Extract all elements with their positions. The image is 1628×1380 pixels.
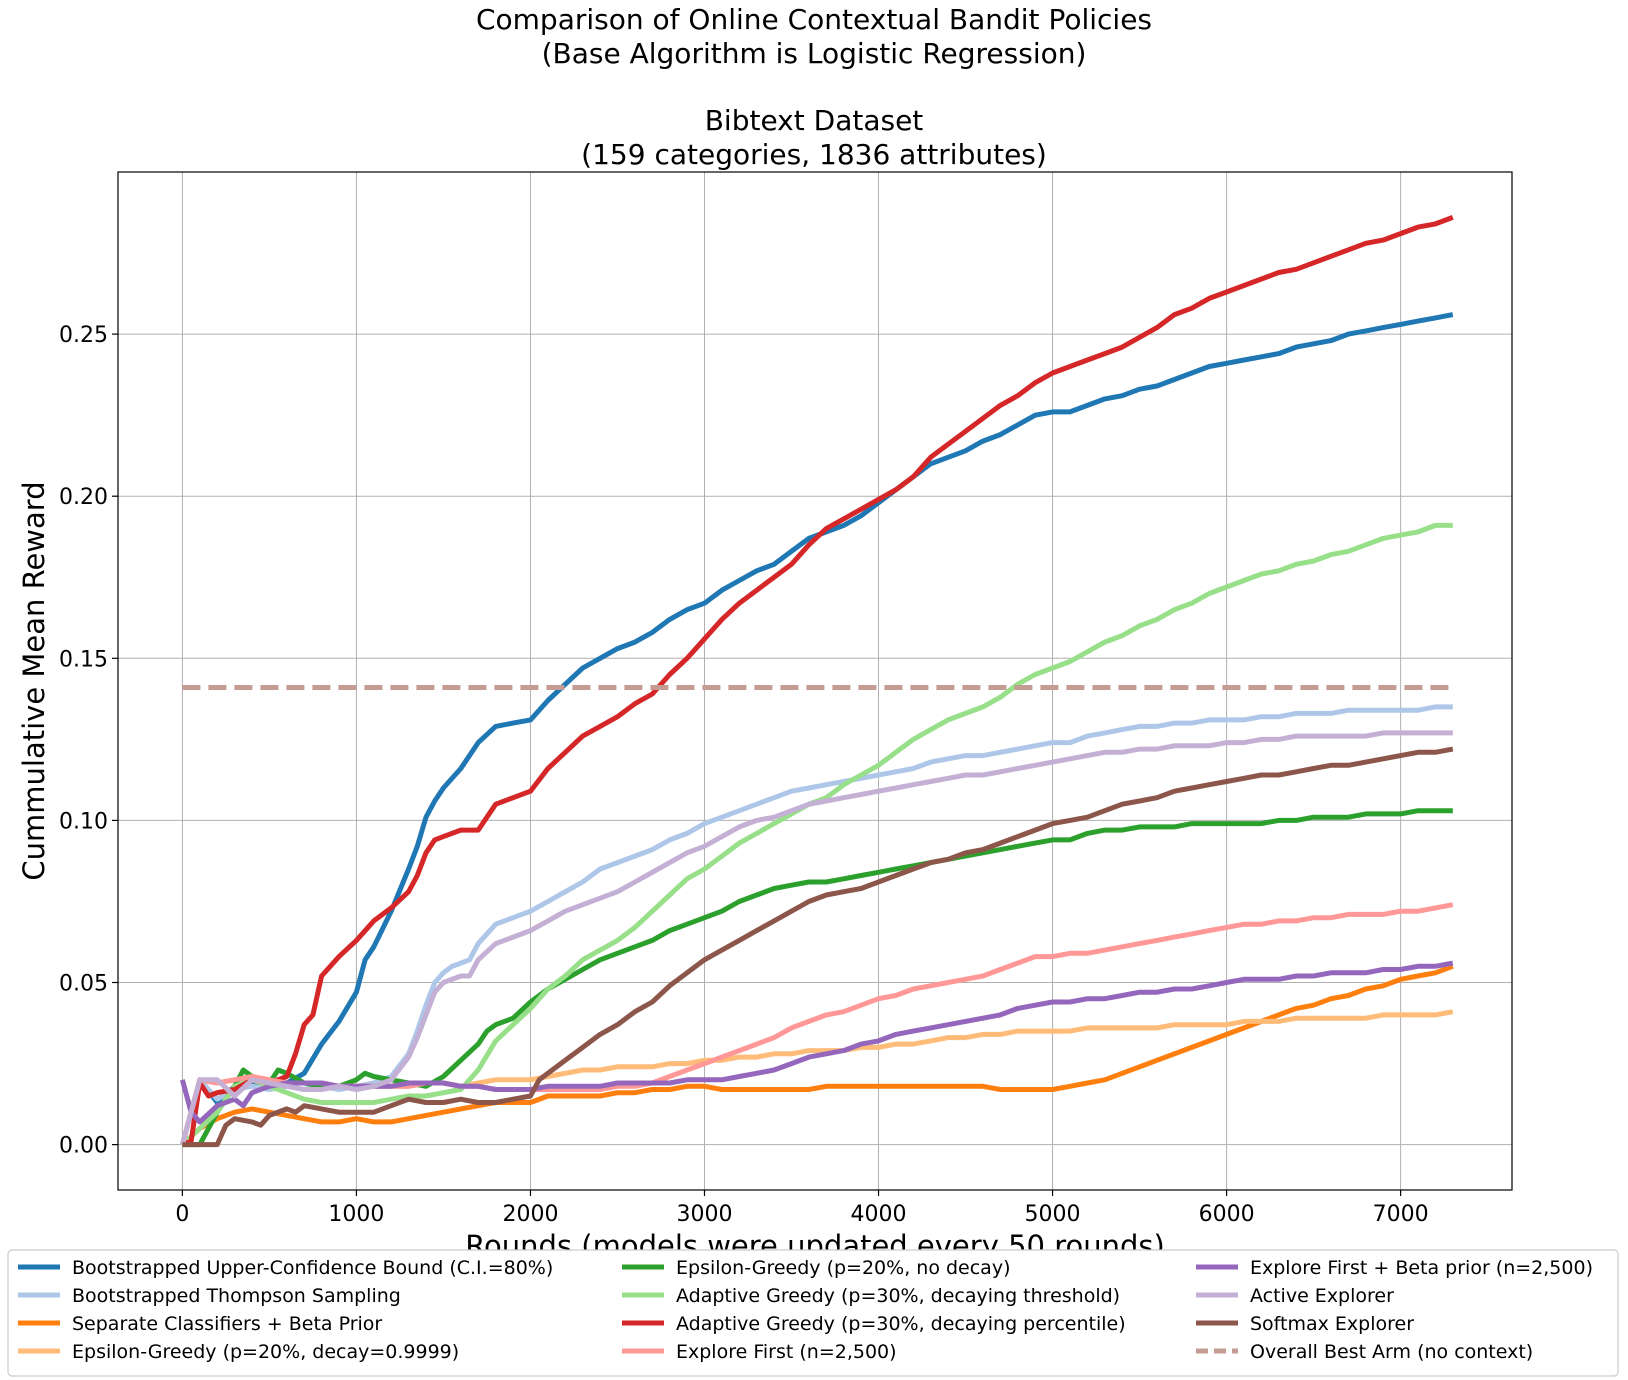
x-tick-label: 4000 bbox=[851, 1202, 907, 1227]
grid bbox=[118, 172, 1512, 1190]
title-line-1: Comparison of Online Contextual Bandit P… bbox=[476, 3, 1152, 36]
legend-item-label: Bootstrapped Upper-Confidence Bound (C.I… bbox=[72, 1257, 553, 1279]
legend-item-label: Separate Classifiers + Beta Prior bbox=[72, 1313, 382, 1335]
y-tick-label: 0.00 bbox=[59, 1134, 108, 1159]
legend-item-label: Explore First + Beta prior (n=2,500) bbox=[1250, 1257, 1593, 1279]
subtitle-line-1: Bibtext Dataset bbox=[705, 104, 924, 137]
legend-item-label: Adaptive Greedy (p=30%, decaying percent… bbox=[676, 1313, 1126, 1335]
legend-item-label: Softmax Explorer bbox=[1250, 1313, 1414, 1335]
legend-item-label: Active Explorer bbox=[1250, 1285, 1394, 1307]
plot-area-frame bbox=[117, 171, 1513, 1191]
legend-item-label: Epsilon-Greedy (p=20%, decay=0.9999) bbox=[72, 1341, 459, 1363]
y-axis-label: Cummulative Mean Reward bbox=[17, 481, 51, 880]
series-line-8 bbox=[179, 902, 1454, 1146]
y-tick-label: 0.10 bbox=[59, 809, 108, 834]
series-line-7 bbox=[181, 215, 1454, 1147]
y-tick-label: 0.15 bbox=[59, 647, 108, 672]
x-tick-label: 6000 bbox=[1199, 1202, 1255, 1227]
y-tick-label: 0.20 bbox=[59, 485, 108, 510]
x-tick-label: 5000 bbox=[1025, 1202, 1081, 1227]
series-line-5 bbox=[182, 808, 1453, 1148]
axis-ticks: 0 1000 2000 3000 4000 5000 6000 7000 0.00 0.05 0.1… bbox=[59, 323, 1429, 1227]
x-tick-label: 7000 bbox=[1373, 1202, 1429, 1227]
legend-frame bbox=[7, 1249, 1619, 1377]
legend-item-label: Explore First (n=2,500) bbox=[676, 1341, 897, 1363]
series-line-11 bbox=[182, 746, 1454, 1148]
legend-item-label: Adaptive Greedy (p=30%, decaying thresho… bbox=[676, 1285, 1120, 1307]
subtitle-line-2: (159 categories, 1836 attributes) bbox=[581, 138, 1047, 171]
x-tick-label: 3000 bbox=[676, 1202, 732, 1227]
series-line-10 bbox=[179, 730, 1453, 1146]
plot-lines bbox=[179, 215, 1454, 1148]
series-line-1 bbox=[179, 312, 1454, 1146]
series-line-9 bbox=[179, 960, 1454, 1125]
chart-title: Comparison of Online Contextual Bandit P… bbox=[476, 3, 1152, 171]
y-tick-label: 0.05 bbox=[59, 972, 108, 997]
x-tick-label: 2000 bbox=[502, 1202, 558, 1227]
legend-item-label: Overall Best Arm (no context) bbox=[1250, 1341, 1533, 1363]
legend: Bootstrapped Upper-Confidence Bound (C.I… bbox=[7, 1249, 1619, 1377]
title-line-2: (Base Algorithm is Logistic Regression) bbox=[542, 37, 1087, 70]
legend-item-label: Epsilon-Greedy (p=20%, no decay) bbox=[676, 1257, 1011, 1279]
legend-item-label: Bootstrapped Thompson Sampling bbox=[72, 1285, 401, 1307]
y-tick-label: 0.25 bbox=[59, 323, 108, 348]
series-line-3 bbox=[180, 963, 1454, 1147]
x-tick-label: 1000 bbox=[328, 1202, 384, 1227]
x-tick-label: 0 bbox=[175, 1202, 189, 1227]
